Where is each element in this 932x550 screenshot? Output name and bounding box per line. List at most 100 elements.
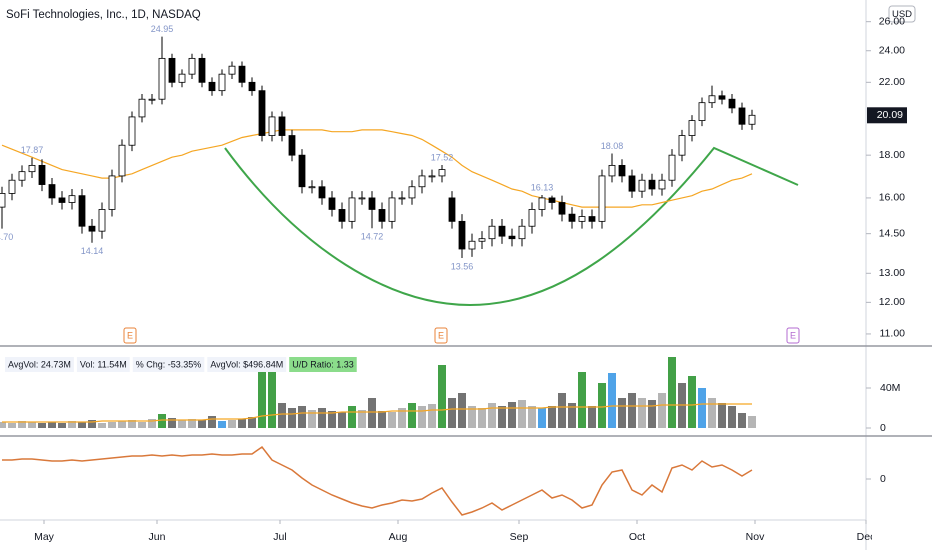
volume-bar — [78, 422, 86, 428]
candle-body — [568, 213, 576, 222]
candle-body — [668, 154, 676, 181]
candle-body — [118, 144, 126, 177]
volume-bar — [558, 393, 566, 428]
candle-body — [228, 65, 236, 75]
candle-body — [428, 175, 436, 178]
candle-body — [268, 116, 276, 136]
candle-body — [478, 238, 486, 242]
volume-bar — [528, 406, 536, 428]
candle-body — [98, 209, 106, 232]
candle-body — [558, 202, 566, 215]
candle-body — [678, 135, 686, 156]
candle-body — [358, 197, 366, 200]
candle-body — [308, 186, 316, 189]
candle-body — [538, 197, 546, 210]
currency-badge — [888, 5, 916, 23]
candle-body — [458, 220, 466, 250]
volume-bar — [428, 404, 436, 428]
volume-bar — [708, 398, 716, 428]
candle-body — [588, 216, 596, 222]
volume-bar — [458, 393, 466, 428]
candle-body — [178, 73, 186, 83]
volume-bar — [618, 398, 626, 428]
earnings-marker — [786, 327, 800, 344]
earnings-marker — [434, 327, 448, 344]
candle-body — [748, 114, 756, 125]
candle-body — [718, 95, 726, 100]
x-tick-label: May — [34, 531, 55, 543]
volume-bar — [228, 420, 236, 428]
candle-body — [388, 197, 396, 222]
volume-bar — [48, 422, 56, 428]
volume-bar — [548, 406, 556, 428]
candle-body — [738, 107, 746, 125]
low-label: 14.72 — [361, 232, 384, 242]
volume-bar — [118, 421, 126, 428]
stat-text: Vol: 11.54M — [80, 359, 127, 369]
candle-body — [488, 225, 496, 240]
volume-bar — [738, 413, 746, 428]
y-tick-label: 0 — [880, 422, 886, 434]
y-tick-label: 24.00 — [879, 45, 905, 57]
candle-body — [28, 164, 36, 173]
candle-body — [68, 195, 76, 203]
stat-badge — [289, 357, 357, 372]
indicator-line — [2, 445, 753, 516]
candle-body — [418, 175, 426, 188]
cup-pattern-drawing — [224, 146, 799, 307]
volume-bar — [638, 398, 646, 428]
volume-bar — [608, 373, 616, 428]
volume-bar — [448, 398, 456, 428]
volume-bar — [58, 423, 66, 428]
volume-bar — [328, 411, 336, 428]
candle-body — [48, 184, 56, 199]
volume-bar — [598, 383, 606, 428]
candle-body — [708, 95, 716, 104]
last-price: 20.09 — [877, 109, 903, 121]
candle-body — [438, 169, 446, 177]
volume-bar — [8, 423, 16, 428]
candle-body — [338, 209, 346, 222]
y-tick-label: 11.00 — [880, 328, 906, 340]
volume-bar — [498, 406, 506, 428]
x-tick-label: Jun — [149, 531, 166, 543]
candle-body — [468, 240, 476, 250]
stat-text: U/D Ratio: 1.33 — [292, 359, 354, 369]
stat-badge — [76, 357, 130, 372]
volume-bar — [388, 412, 396, 428]
stat-text: AvgVol: $496.84M — [210, 359, 283, 369]
candle-body — [18, 171, 26, 181]
volume-bar — [508, 402, 516, 428]
candle-body — [188, 57, 196, 75]
volume-bar — [538, 408, 546, 428]
earnings-label: E — [438, 330, 444, 340]
candle-body — [78, 195, 86, 227]
earnings-marker — [123, 327, 137, 344]
volume-bar — [308, 410, 316, 428]
volume-bar — [418, 406, 426, 428]
moving-average — [1, 129, 753, 208]
high-label: 24.95 — [151, 24, 174, 34]
candle-body — [288, 135, 296, 156]
low-label: 13.56 — [451, 261, 474, 271]
candle-body — [258, 90, 266, 136]
last-price-badge — [867, 107, 907, 124]
candle-body — [688, 120, 696, 136]
volume-bar — [98, 423, 106, 428]
candle-body — [498, 225, 506, 237]
high-label: 17.52 — [431, 152, 454, 162]
volume-bar — [488, 403, 496, 428]
volume-bar — [268, 368, 276, 428]
volume-bar — [338, 412, 346, 428]
low-label: 14.70 — [0, 232, 13, 242]
candle-body — [128, 116, 136, 146]
x-tick-label: Oct — [629, 531, 645, 543]
candle-body — [598, 175, 606, 222]
candle-body — [698, 102, 706, 121]
candle-body — [218, 73, 226, 92]
volume-bar — [0, 422, 6, 428]
volume-bar — [178, 420, 186, 428]
volume-bar — [18, 421, 26, 428]
